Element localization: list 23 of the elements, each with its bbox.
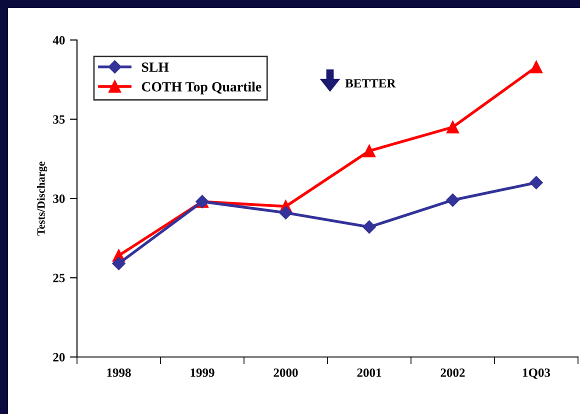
- point: [363, 144, 376, 158]
- x-tick-label: 1Q03: [523, 368, 550, 379]
- x-tick-label: 2000: [274, 368, 298, 377]
- point: [112, 256, 126, 270]
- legend-label: COTH Top Quartile: [142, 82, 262, 94]
- point: [530, 176, 543, 190]
- annotation: BETTER: [345, 79, 396, 88]
- y-tick-label: 35: [53, 115, 65, 124]
- point: [362, 220, 376, 234]
- point: [446, 193, 460, 207]
- y-axis-title: Tests/Discharge: [36, 162, 48, 236]
- x-tick-label: 1999: [190, 368, 214, 377]
- point: [279, 206, 292, 220]
- legend-label: SLH: [142, 62, 169, 72]
- x-tick-label: 1998: [107, 368, 131, 377]
- y-tick-label: 20: [53, 353, 65, 362]
- y-tick-label: 25: [53, 274, 65, 282]
- y-tick-label: 30: [53, 194, 65, 203]
- x-tick-label: 2002: [440, 368, 465, 377]
- x-tick-label: 2001: [357, 368, 382, 377]
- point: [530, 60, 542, 74]
- point: [446, 120, 459, 134]
- y-tick-label: 40: [52, 36, 65, 44]
